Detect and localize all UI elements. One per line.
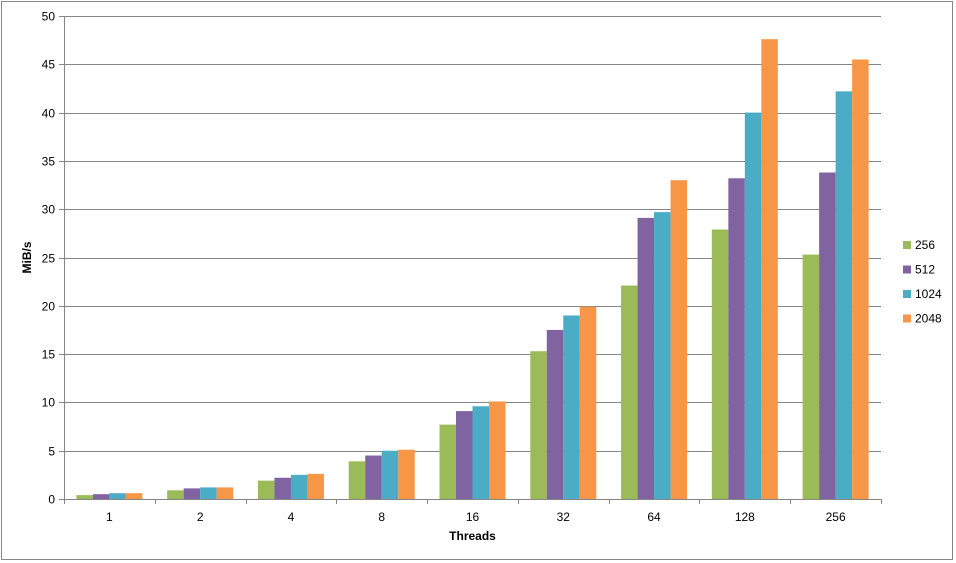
legend-label-512: 512 (915, 263, 935, 277)
bar-256-2 (167, 490, 184, 499)
y-tick-label: 50 (42, 10, 56, 24)
bar-1024-256 (835, 91, 853, 500)
bar-256-8 (348, 461, 366, 499)
legend-label-256: 256 (915, 238, 935, 252)
bar-512-1 (92, 494, 110, 499)
x-tick-label: 8 (378, 510, 385, 524)
y-tick-label: 45 (42, 58, 56, 72)
bar-2048-32 (579, 306, 597, 499)
bar-512-4 (274, 477, 291, 499)
bar-512-64 (637, 217, 655, 500)
x-tick-label: 64 (647, 510, 661, 524)
bar-2048-256 (852, 59, 869, 499)
bar-512-2 (183, 488, 201, 499)
x-tick-label: 16 (466, 510, 480, 524)
bar-256-256 (802, 254, 820, 499)
bar-256-16 (439, 424, 456, 499)
bar-512-32 (546, 329, 564, 499)
y-tick-label: 5 (48, 445, 55, 459)
bar-2048-8 (398, 449, 415, 499)
bar-1024-1 (109, 493, 126, 499)
legend: 256 512 1024 2048 (903, 238, 942, 326)
bar-1024-32 (563, 315, 580, 499)
bar-512-16 (456, 411, 473, 499)
legend-swatch-512 (903, 265, 911, 274)
bars (76, 39, 869, 500)
bar-2048-64 (670, 180, 688, 499)
legend-swatch-256 (903, 241, 911, 249)
legend-swatch-1024 (903, 290, 911, 298)
bar-1024-4 (290, 474, 308, 499)
bar-256-64 (621, 285, 638, 499)
x-tick-label: 32 (557, 510, 571, 524)
x-tick-label: 1 (106, 510, 113, 524)
bar-1024-64 (654, 212, 671, 499)
bar-2048-1 (125, 493, 143, 499)
bar-2048-128 (761, 39, 778, 500)
x-tick-label: 2 (197, 510, 204, 524)
y-tick-label: 30 (42, 203, 56, 217)
y-axis-title: MiB/s (20, 241, 34, 273)
legend-label-2048: 2048 (915, 312, 942, 326)
y-tick-label: 0 (48, 493, 55, 507)
bar-512-256 (819, 172, 836, 499)
bar-256-4 (257, 480, 275, 499)
y-tick-label: 40 (42, 107, 56, 121)
y-tick-label: 10 (42, 396, 56, 410)
bar-2048-16 (489, 401, 506, 499)
bar-1024-128 (744, 112, 762, 499)
y-tick-label: 15 (42, 348, 56, 362)
x-tick-label: 256 (826, 510, 846, 524)
legend-label-1024: 1024 (915, 287, 942, 301)
bar-512-128 (728, 178, 745, 499)
bar-256-128 (711, 229, 729, 499)
bar-1024-2 (200, 487, 217, 499)
bar-512-8 (365, 455, 382, 499)
bar-1024-16 (472, 406, 489, 499)
bar-256-1 (76, 495, 93, 499)
legend-swatch-2048 (903, 314, 911, 323)
axes: 0 5 10 15 20 25 30 35 40 45 50 1 2 4 8 16 32 64 128 256 (42, 10, 882, 524)
y-tick-label: 25 (42, 252, 56, 266)
x-tick-label: 4 (288, 510, 295, 524)
y-tick-label: 20 (42, 300, 56, 314)
y-tick-label: 35 (42, 155, 56, 169)
bar-2048-4 (307, 473, 324, 499)
bar-2048-2 (216, 487, 234, 499)
x-tick-label: 128 (735, 510, 755, 524)
x-axis-title: Threads (449, 529, 496, 543)
bar-256-32 (530, 351, 547, 499)
bar-1024-8 (381, 450, 399, 499)
